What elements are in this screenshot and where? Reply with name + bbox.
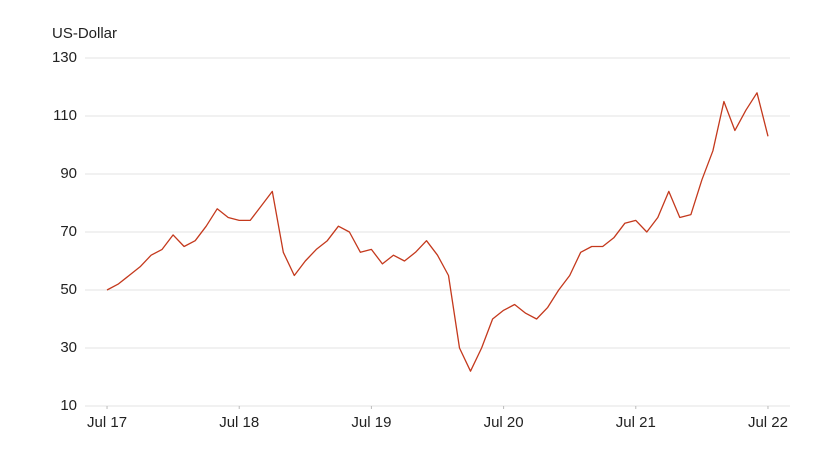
- price-line: [106, 92, 769, 372]
- x-tick-label: Jul 22: [748, 414, 788, 431]
- y-tick-label: 10: [60, 397, 77, 414]
- y-tick-label: 130: [52, 49, 77, 66]
- y-tick-label: 90: [60, 165, 77, 182]
- x-tick-label: Jul 19: [351, 414, 391, 431]
- y-tick-label: 70: [60, 223, 77, 240]
- y-tick-label: 30: [60, 339, 77, 356]
- x-tick-label: Jul 17: [87, 414, 127, 431]
- x-tick-label: Jul 20: [484, 414, 524, 431]
- y-tick-label: 110: [53, 107, 77, 124]
- x-tick-label: Jul 18: [219, 414, 259, 431]
- y-axis-label: US-Dollar: [52, 25, 117, 42]
- x-tick-label: Jul 21: [616, 414, 656, 431]
- y-tick-label: 50: [60, 281, 77, 298]
